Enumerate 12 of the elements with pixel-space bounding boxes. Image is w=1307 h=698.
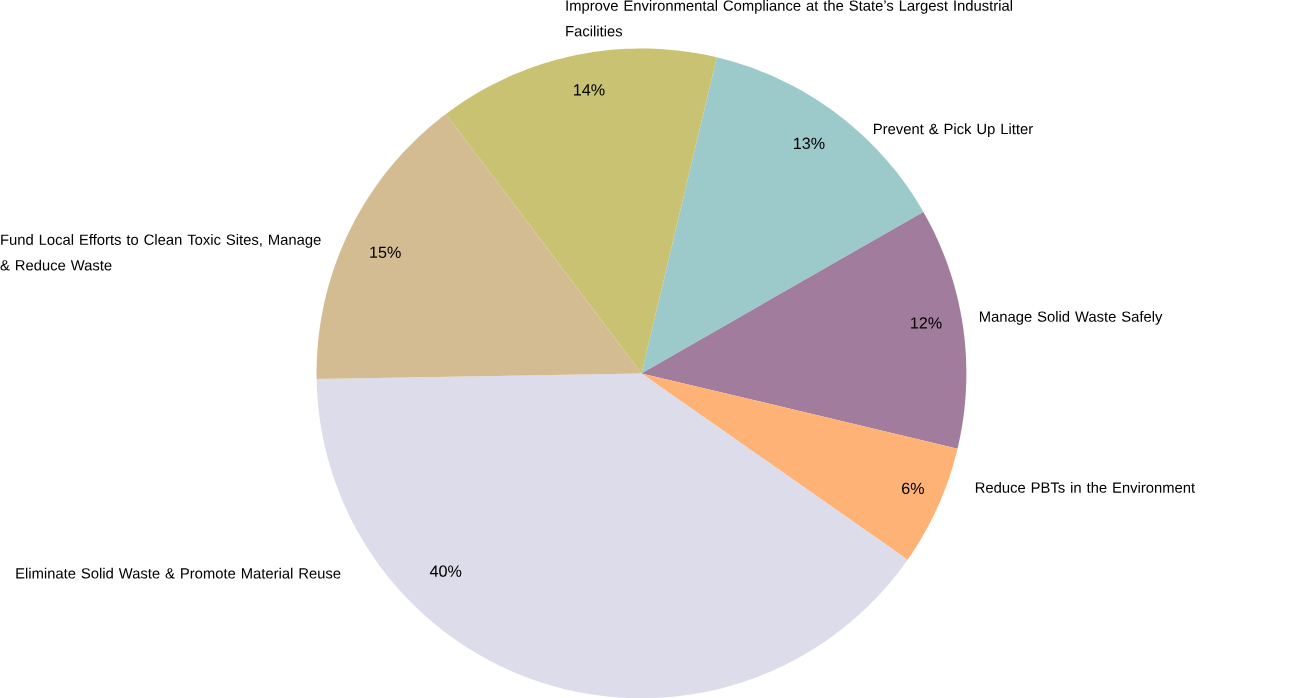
slice-label: Manage Solid Waste Safely xyxy=(979,310,1163,325)
data-label: 6% xyxy=(902,482,924,494)
slice-label: Reduce PBTs in the Environment xyxy=(975,481,1196,493)
data-label: 14% xyxy=(574,84,605,96)
slice-label: Prevent & Pick Up Litter xyxy=(874,123,1033,137)
slice-label: Eliminate Solid Waste & Promote Material Reuse xyxy=(16,567,341,579)
slice-label: Fund Local Efforts to Clean Toxic Sites, Manage & Reduce Waste xyxy=(0,233,321,271)
data-label: 40% xyxy=(429,565,462,577)
data-label: 15% xyxy=(370,246,401,258)
slice-label: Improve Environmental Compliance at the State’s Largest Industrial Facilities xyxy=(566,0,1013,37)
data-label: 12% xyxy=(911,317,942,329)
data-label: 13% xyxy=(794,137,825,149)
